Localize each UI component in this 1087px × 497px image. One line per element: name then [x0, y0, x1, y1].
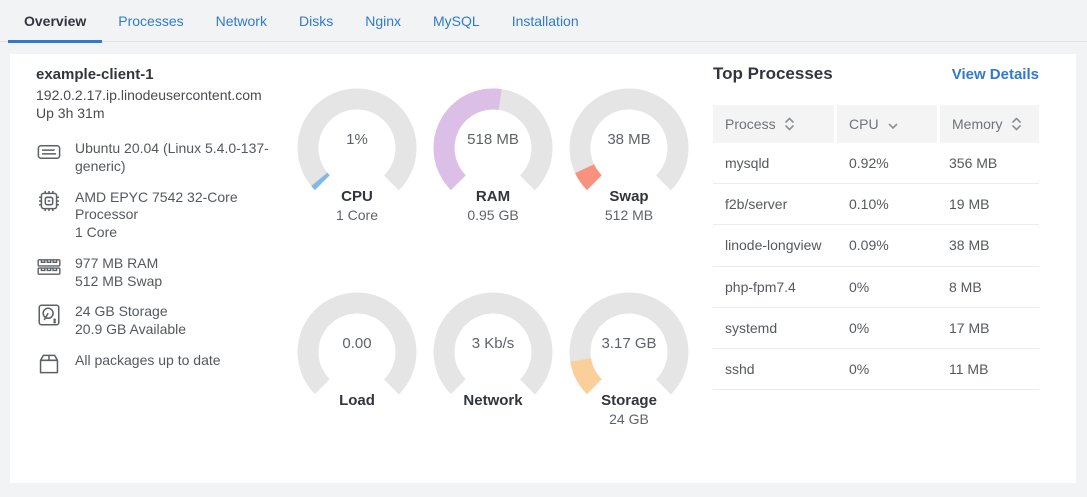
spec-text-disk: 24 GB Storage 20.9 GB Available	[75, 303, 187, 338]
cpu-icon	[36, 188, 62, 214]
spec-text-ram: 977 MB RAM 512 MB Swap	[75, 254, 163, 289]
ram-icon	[36, 254, 62, 280]
tab-processes[interactable]: Processes	[118, 12, 184, 29]
process-cpu: 0%	[849, 319, 870, 336]
process-cpu: 0.10%	[849, 196, 889, 213]
gauge-swap-sub: 512 MB	[604, 207, 654, 223]
top-processes-title: Top Processes	[713, 64, 833, 83]
gauge-storage-value: 3.17 GB	[601, 335, 657, 352]
spec-row-disk: 24 GB Storage 20.9 GB Available	[36, 302, 288, 339]
spec-row-packages: All packages up to date	[36, 351, 288, 377]
gauge-load-label: Load	[339, 392, 375, 409]
gauge-ram-value: 518 MB	[467, 131, 519, 148]
gauge-network-label: Network	[463, 392, 523, 409]
process-name: linode-longview	[725, 237, 822, 254]
tab-bar: Overview Processes Network Disks Nginx M…	[0, 0, 1087, 43]
tab-overview[interactable]: Overview	[8, 0, 103, 43]
host-name: example-client-1	[36, 66, 154, 83]
disk-icon	[36, 302, 62, 328]
package-icon	[36, 351, 62, 377]
process-memory: 38 MB	[949, 237, 990, 254]
process-name: mysqld	[725, 155, 770, 171]
spec-text-os: Ubuntu 20.04 (Linux 5.4.0-137- generic)	[75, 140, 269, 174]
process-memory: 19 MB	[949, 196, 990, 213]
gauge-cpu: 1% CPU 1 Core	[289, 88, 425, 228]
process-cpu: 0.92%	[849, 155, 889, 171]
gauge-storage-sub: 24 GB	[609, 411, 649, 427]
gauge-swap-value: 38 MB	[607, 131, 651, 148]
gauge-ram: 518 MB RAM 0.95 GB	[425, 88, 561, 228]
gauge-ram-label: RAM	[475, 188, 511, 205]
gauge-network-sub	[425, 411, 561, 428]
host-uptime: Up 3h 31m	[36, 104, 105, 121]
column-header-memory[interactable]: Memory	[940, 105, 1039, 143]
spec-text-cpu: AMD EPYC 7542 32-Core Processor 1 Core	[75, 188, 238, 241]
gauge-storage-label: Storage	[601, 392, 657, 409]
tab-mysql[interactable]: MySQL	[433, 12, 480, 29]
process-name: sshd	[725, 360, 755, 377]
view-details-link[interactable]: View Details	[951, 65, 1039, 83]
column-header-process[interactable]: Process	[713, 105, 834, 143]
sort-desc-icon	[887, 117, 899, 131]
table-row: php-fpm7.4 0% 8 MB	[713, 267, 1039, 308]
gauge-cpu-value: 1%	[346, 131, 368, 148]
os-icon	[36, 139, 62, 165]
tab-disks[interactable]: Disks	[298, 12, 334, 29]
process-name: f2b/server	[725, 196, 788, 213]
gauge-grid: 1% CPU 1 Core 518 MB RAM 0.95 GB 38 MB S…	[289, 88, 697, 432]
process-cpu: 0%	[849, 360, 870, 377]
gauge-cpu-sub: 1 Core	[335, 207, 379, 223]
column-header-cpu[interactable]: CPU	[837, 105, 937, 143]
gauge-network-value: 3 Kb/s	[471, 335, 515, 352]
host-hostname: 192.0.2.17.ip.linodeusercontent.com	[36, 87, 262, 103]
spec-list: Ubuntu 20.04 (Linux 5.4.0-137- generic) A…	[36, 139, 288, 377]
process-memory: 17 MB	[949, 319, 990, 336]
gauge-ram-sub: 0.95 GB	[467, 207, 519, 223]
tab-installation[interactable]: Installation	[511, 12, 579, 29]
spec-text-packages: All packages up to date	[75, 351, 221, 368]
host-info-panel: example-client-1 192.0.2.17.ip.linodeuse…	[36, 66, 288, 377]
gauge-cpu-label: CPU	[341, 188, 373, 205]
spec-row-cpu: AMD EPYC 7542 32-Core Processor 1 Core	[36, 188, 288, 242]
spec-row-ram: 977 MB RAM 512 MB Swap	[36, 254, 288, 291]
processes-table: Process CPU Memory	[713, 105, 1039, 391]
sort-both-icon	[1011, 117, 1022, 131]
top-processes-panel: Top Processes View Details Process CPU	[713, 64, 1039, 391]
process-memory: 8 MB	[949, 278, 982, 295]
table-row: systemd 0% 17 MB	[713, 308, 1039, 349]
gauge-swap-label: Swap	[609, 188, 649, 205]
tab-network[interactable]: Network	[215, 12, 267, 29]
gauge-swap: 38 MB Swap 512 MB	[561, 88, 697, 228]
gauge-load-value: 0.00	[342, 335, 372, 352]
spec-row-os: Ubuntu 20.04 (Linux 5.4.0-137- generic)	[36, 139, 288, 176]
processes-table-header: Process CPU Memory	[713, 105, 1039, 143]
table-row: linode-longview 0.09% 38 MB	[713, 225, 1039, 267]
overview-card: example-client-1 192.0.2.17.ip.linodeuse…	[10, 54, 1076, 483]
table-row: mysqld 0.92% 356 MB	[713, 143, 1039, 185]
process-memory: 11 MB	[949, 360, 989, 377]
process-name: php-fpm7.4	[725, 278, 796, 295]
gauge-load: 0.00 Load	[289, 292, 425, 432]
gauge-network: 3 Kb/s Network	[425, 292, 561, 432]
process-memory: 356 MB	[949, 155, 998, 171]
process-cpu: 0%	[849, 278, 870, 295]
tab-nginx[interactable]: Nginx	[365, 12, 402, 29]
sort-both-icon	[784, 117, 795, 131]
process-name: systemd	[725, 319, 778, 336]
gauge-storage: 3.17 GB Storage 24 GB	[561, 292, 697, 432]
gauge-load-sub	[289, 411, 425, 428]
table-row: sshd 0% 11 MB	[713, 349, 1039, 391]
process-cpu: 0.09%	[849, 237, 889, 254]
table-row: f2b/server 0.10% 19 MB	[713, 184, 1039, 226]
